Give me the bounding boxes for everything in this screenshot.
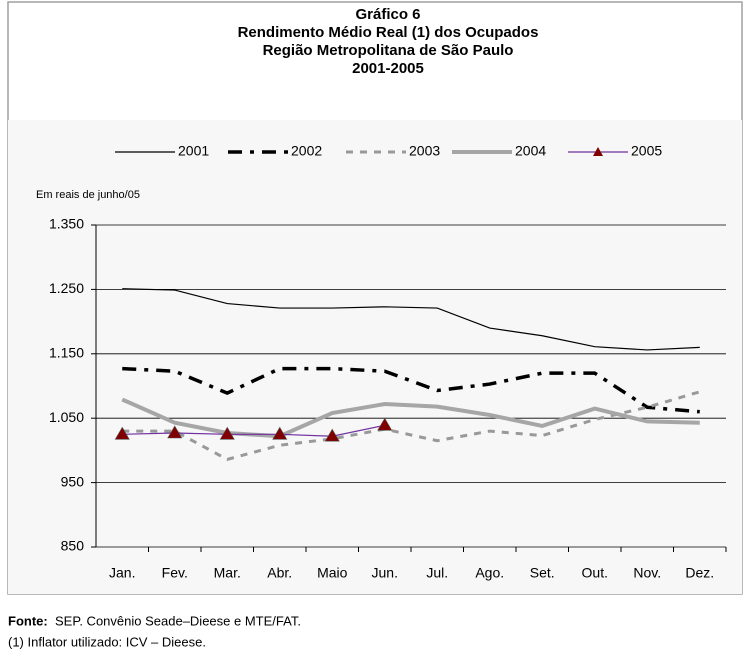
x-tick-label: Set. (530, 565, 555, 581)
legend-label: 2003 (409, 143, 440, 159)
y-tick-label: 1.150 (49, 345, 84, 361)
marker (219, 426, 235, 440)
series-line (122, 390, 701, 462)
x-tick-label: Ago. (475, 565, 504, 581)
plot-background (8, 120, 742, 594)
marker (272, 426, 288, 440)
series-line (121, 397, 700, 439)
legend-marker (593, 147, 603, 156)
x-tick-label: Maio (317, 565, 348, 581)
source: SEP. Convênio Seade–Dieese e MTE/FAT. (55, 613, 301, 628)
y-tick-label: 1.350 (49, 216, 84, 232)
source-label: Fonte: (8, 613, 48, 628)
chart-title: Gráfico 6 (355, 6, 420, 23)
chart-title: 2001-2005 (352, 60, 424, 77)
y-axis-label: Em reais de junho/05 (36, 189, 140, 201)
x-tick-label: Dez. (685, 565, 714, 581)
legend-label: 2001 (178, 143, 209, 159)
series-line (122, 424, 385, 437)
y-tick-label: 850 (61, 538, 85, 554)
marker (167, 425, 183, 439)
footnote: (1) Inflator utilizado: ICV – Dieese. (8, 634, 206, 649)
legend-label: 2002 (291, 143, 322, 159)
x-tick-label: Mar. (214, 565, 241, 581)
y-tick-label: 950 (61, 473, 85, 489)
x-tick-label: Jun. (372, 565, 398, 581)
y-tick-label: 1.250 (49, 280, 84, 296)
chart-title: Região Metropolitana de São Paulo (263, 42, 514, 59)
marker (114, 426, 130, 440)
x-tick-label: Out. (582, 565, 608, 581)
x-tick-label: Jul. (426, 565, 448, 581)
x-tick-label: Fev. (162, 565, 188, 581)
x-tick-label: Jan. (109, 565, 135, 581)
legend-label: 2005 (631, 143, 662, 159)
marker (377, 417, 393, 431)
chart-title: Rendimento Médio Real (1) dos Ocupados (238, 24, 539, 41)
y-tick-label: 1.050 (49, 409, 84, 425)
x-tick-label: Abr. (267, 565, 292, 581)
marker (324, 428, 340, 442)
x-tick-label: Nov. (633, 565, 661, 581)
legend-label: 2004 (515, 143, 546, 159)
series-line (122, 288, 700, 351)
